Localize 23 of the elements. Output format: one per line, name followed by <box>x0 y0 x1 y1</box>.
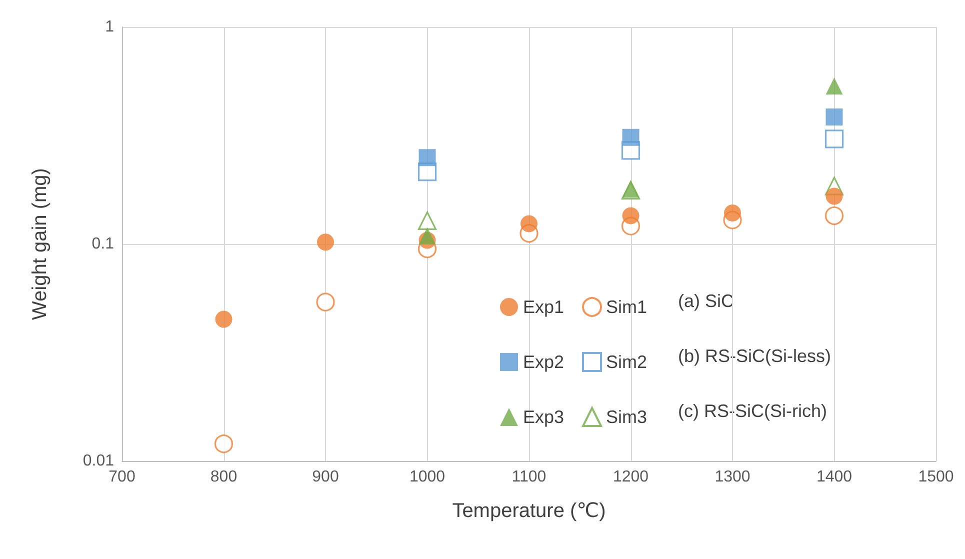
y-axis-title: Weight gain (mg) <box>29 168 51 320</box>
x-tick-label: 1200 <box>612 468 649 486</box>
x-tick-label: 900 <box>312 468 339 486</box>
legend-label: Exp1 <box>523 297 564 317</box>
legend-label: Exp2 <box>523 352 564 372</box>
y-tick-label: 0.1 <box>92 236 114 252</box>
x-tick-label: 1300 <box>714 468 750 486</box>
y-tick-label: 0.01 <box>82 452 114 470</box>
annotation: (a) SiC <box>678 291 734 311</box>
legend-label: Sim3 <box>606 407 648 427</box>
annotation: (b) RS-SiC(Si-less) <box>678 346 831 366</box>
y-tick-label: 1 <box>105 18 114 36</box>
annotation: (c) RS-SiC(Si-rich) <box>678 401 827 421</box>
x-tick-label: 1500 <box>918 468 954 486</box>
x-tick-label: 1000 <box>409 468 446 486</box>
legend-label: Sim1 <box>606 297 648 317</box>
x-tick-label: 800 <box>210 468 238 486</box>
x-tick-label: 1400 <box>816 468 852 486</box>
legend-label: Exp3 <box>523 407 564 427</box>
x-tick-label: 1100 <box>512 468 546 486</box>
x-tick-label: 700 <box>108 468 136 486</box>
legend-label: Sim2 <box>606 352 648 372</box>
x-axis-title: Temperature (℃) <box>452 500 606 522</box>
